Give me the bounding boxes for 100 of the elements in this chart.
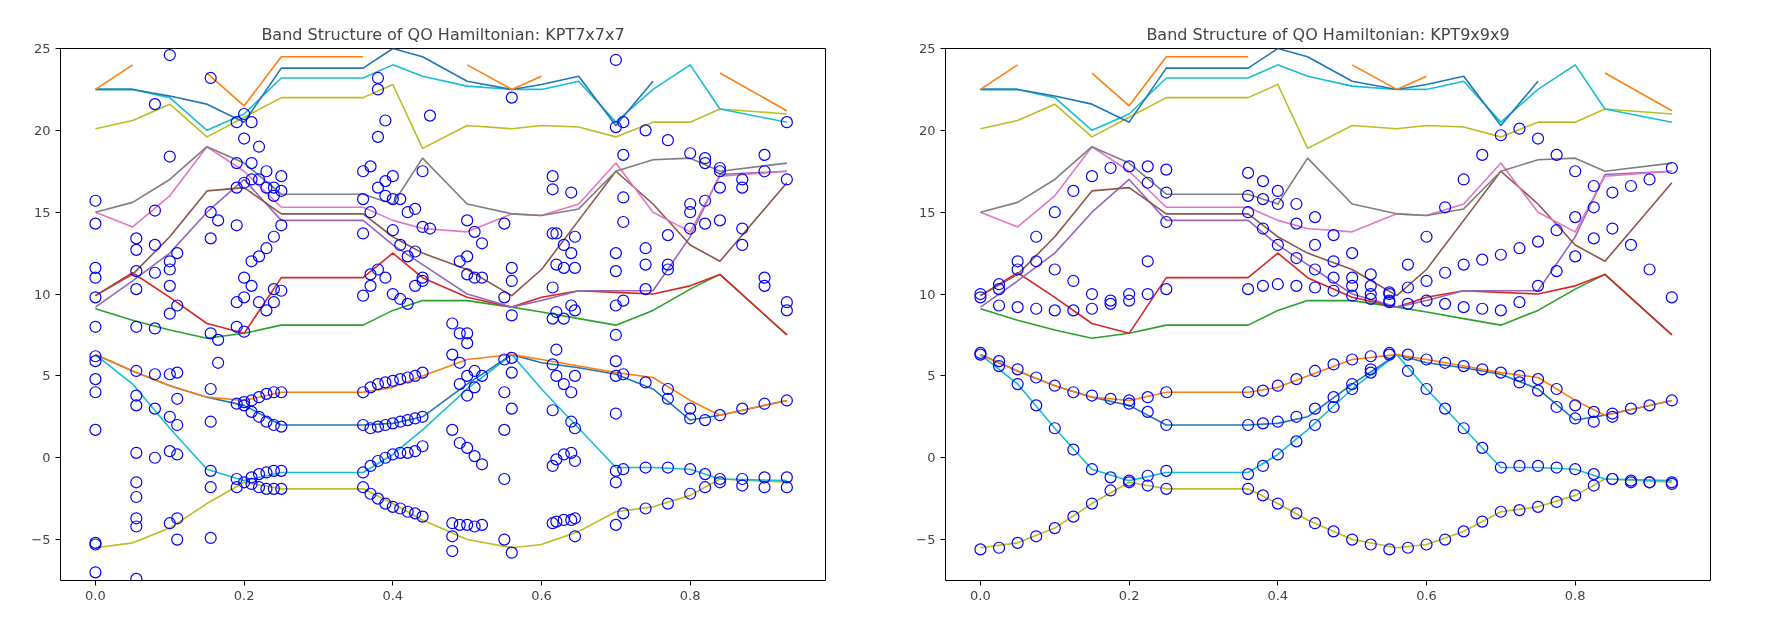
point [780,304,793,317]
point [546,358,559,371]
point [550,227,563,240]
point [1327,391,1340,404]
point [89,355,102,368]
point [163,150,176,163]
point [394,373,407,386]
point [992,299,1006,312]
point [260,181,273,194]
point [498,533,511,546]
point [1513,242,1526,255]
point [1011,255,1024,268]
point [1587,179,1600,193]
point [617,294,630,307]
point [238,107,251,121]
point [736,238,749,252]
point [238,271,251,284]
point [505,274,518,288]
point [356,386,370,399]
point [475,237,489,250]
point [1030,371,1043,384]
point [394,238,407,252]
point [1513,122,1526,135]
point [446,544,459,558]
point [461,389,474,402]
point [1241,386,1255,399]
x-tick-label: 0.4 [1267,587,1289,603]
point [171,448,184,461]
point [1030,255,1043,268]
point [1067,443,1080,456]
point [371,377,385,391]
point [617,148,630,161]
point [1141,405,1154,418]
point [371,454,385,468]
point [568,230,582,243]
point [1241,283,1255,296]
point [1327,525,1340,538]
point [212,333,225,346]
point [1401,541,1415,554]
point [379,189,392,202]
point [550,369,563,382]
point [546,227,559,240]
point [130,446,143,459]
point [356,466,370,479]
point [453,327,466,340]
point [461,214,474,227]
point [1290,435,1303,448]
point [245,173,258,186]
point [639,376,652,389]
point [565,299,578,312]
point [468,520,481,533]
point [238,325,251,338]
point [1569,399,1582,412]
point [661,497,674,510]
point [204,206,217,219]
point [1494,505,1507,518]
point [1550,461,1563,474]
point [1048,522,1061,535]
line-series [979,83,1673,150]
point [992,541,1006,554]
point [1085,497,1099,510]
point [89,566,102,579]
point [1494,248,1507,261]
y-tick-label: −5 [916,532,936,548]
point [639,461,652,474]
point [1160,163,1173,176]
point [609,120,622,134]
point [1085,170,1099,183]
point [1550,265,1563,278]
point [1457,359,1470,373]
point [230,219,243,232]
point [780,471,793,484]
x-tick-label: 0.0 [970,587,991,603]
point [371,181,385,194]
point [1364,292,1377,306]
point [252,468,266,481]
point [1327,358,1340,371]
point [617,215,630,229]
point [505,91,518,104]
point [1550,382,1563,396]
point [267,189,280,202]
y-tick-label: 10 [918,286,936,302]
point [252,410,266,423]
point [1271,415,1284,428]
point [1624,402,1638,415]
point [1160,283,1173,296]
point [617,507,630,520]
point [565,386,578,399]
point [379,376,392,389]
point [661,258,674,271]
point [758,397,771,410]
point [568,261,582,274]
point [1550,224,1563,237]
point [252,140,266,153]
point [401,371,414,384]
point [1308,263,1322,276]
point [565,186,578,199]
chart-title: Band Structure of QO Hamiltonian: KPT7x7x7 [261,24,625,44]
point [453,436,466,450]
point [780,481,793,494]
